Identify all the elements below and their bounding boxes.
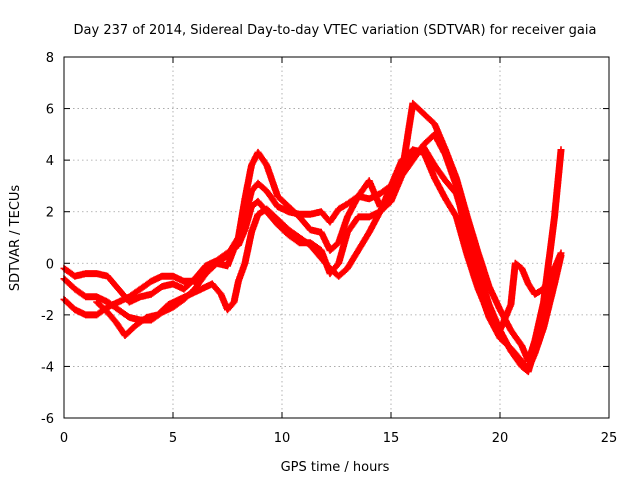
x-axis-label: GPS time / hours	[281, 460, 390, 475]
x-tick-label: 0	[60, 431, 68, 446]
series-track-1	[60, 143, 565, 376]
x-tick-label: 15	[383, 431, 400, 446]
series-track-4	[93, 146, 565, 339]
y-tick-label: 6	[46, 103, 54, 118]
x-tick-label: 20	[492, 431, 509, 446]
plot-series	[60, 99, 565, 376]
y-tick-label: 2	[46, 206, 54, 221]
y-tick-label: 0	[46, 257, 54, 272]
y-tick-label: 4	[46, 154, 54, 169]
y-tick-label: 8	[46, 51, 54, 66]
x-tick-label: 5	[169, 431, 177, 446]
x-tick-label: 25	[601, 431, 618, 446]
y-tick-label: -6	[41, 412, 54, 427]
plot-frame	[63, 56, 610, 419]
tick-labels: 0 5 10 15 20 25 -6 -4 -2 0 2 4 6 8	[41, 51, 617, 446]
y-tick-label: -2	[41, 309, 54, 324]
chart-title: Day 237 of 2014, Sidereal Day-to-day VTE…	[74, 23, 597, 38]
axis-ticks	[63, 56, 610, 419]
y-axis-label: SDTVAR / TECUs	[8, 185, 23, 292]
data-markers	[60, 143, 565, 376]
y-tick-label: -4	[41, 360, 54, 375]
data-markers	[93, 146, 565, 339]
x-tick-label: 10	[274, 431, 291, 446]
